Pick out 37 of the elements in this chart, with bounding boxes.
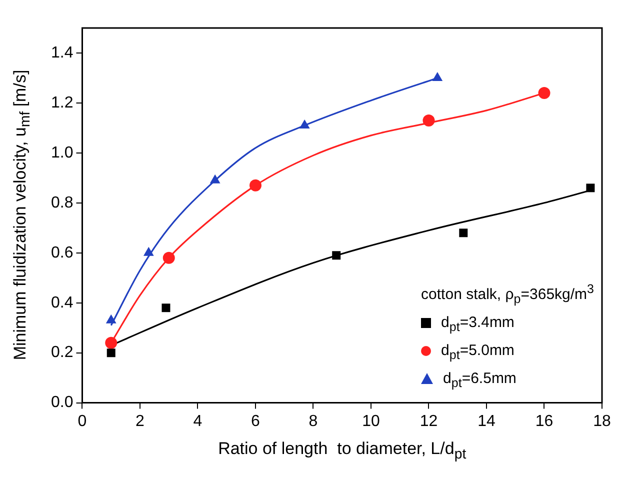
x-axis-title: Ratio of length to diameter, L/d$_{pt}$ [217, 438, 468, 462]
x-tick-label: 16 [535, 412, 554, 430]
point [586, 184, 595, 192]
y-tick-label: 0.0 [50, 394, 74, 412]
x-tick-label: 18 [593, 412, 611, 430]
x-tick-label: 12 [420, 412, 438, 430]
x-tick-label: 0 [78, 412, 87, 430]
x-tick-label: 8 [308, 412, 318, 430]
y-tick-label: 1.0 [50, 144, 74, 162]
y-tick-label: 1.2 [50, 94, 74, 112]
point [143, 246, 154, 256]
legend-label: d$_{pt}$=5.0mm [441, 342, 514, 362]
point [162, 252, 175, 264]
point [432, 72, 443, 81]
legend-label: d$_{pt}$=3.4mm [441, 314, 514, 334]
legend-label: d$_{pt}$=6.5mm [443, 370, 516, 390]
point [105, 336, 118, 349]
x-tick-label: 2 [136, 412, 145, 430]
point [538, 86, 550, 99]
y-tick-label: 0.8 [50, 194, 74, 212]
point [332, 251, 341, 260]
y-tick-label: 0.4 [50, 294, 74, 312]
point [459, 228, 468, 238]
point [249, 179, 262, 192]
x-tick-label: 6 [251, 412, 260, 430]
x-tick-label: 10 [362, 412, 380, 430]
legend-title: cotton stalk, ρ$_{p}$=365kg/m$^{3}$ [421, 280, 594, 308]
y-tick-label: 0.2 [50, 344, 74, 362]
x-tick-label: 14 [478, 412, 496, 430]
point [106, 348, 116, 358]
point [210, 174, 220, 184]
y-tick-label: 0.6 [50, 244, 74, 262]
y-tick-label: 1.4 [50, 44, 74, 62]
point [162, 304, 170, 312]
point [422, 114, 435, 126]
x-tick-label: 4 [193, 412, 202, 430]
point [299, 119, 310, 128]
